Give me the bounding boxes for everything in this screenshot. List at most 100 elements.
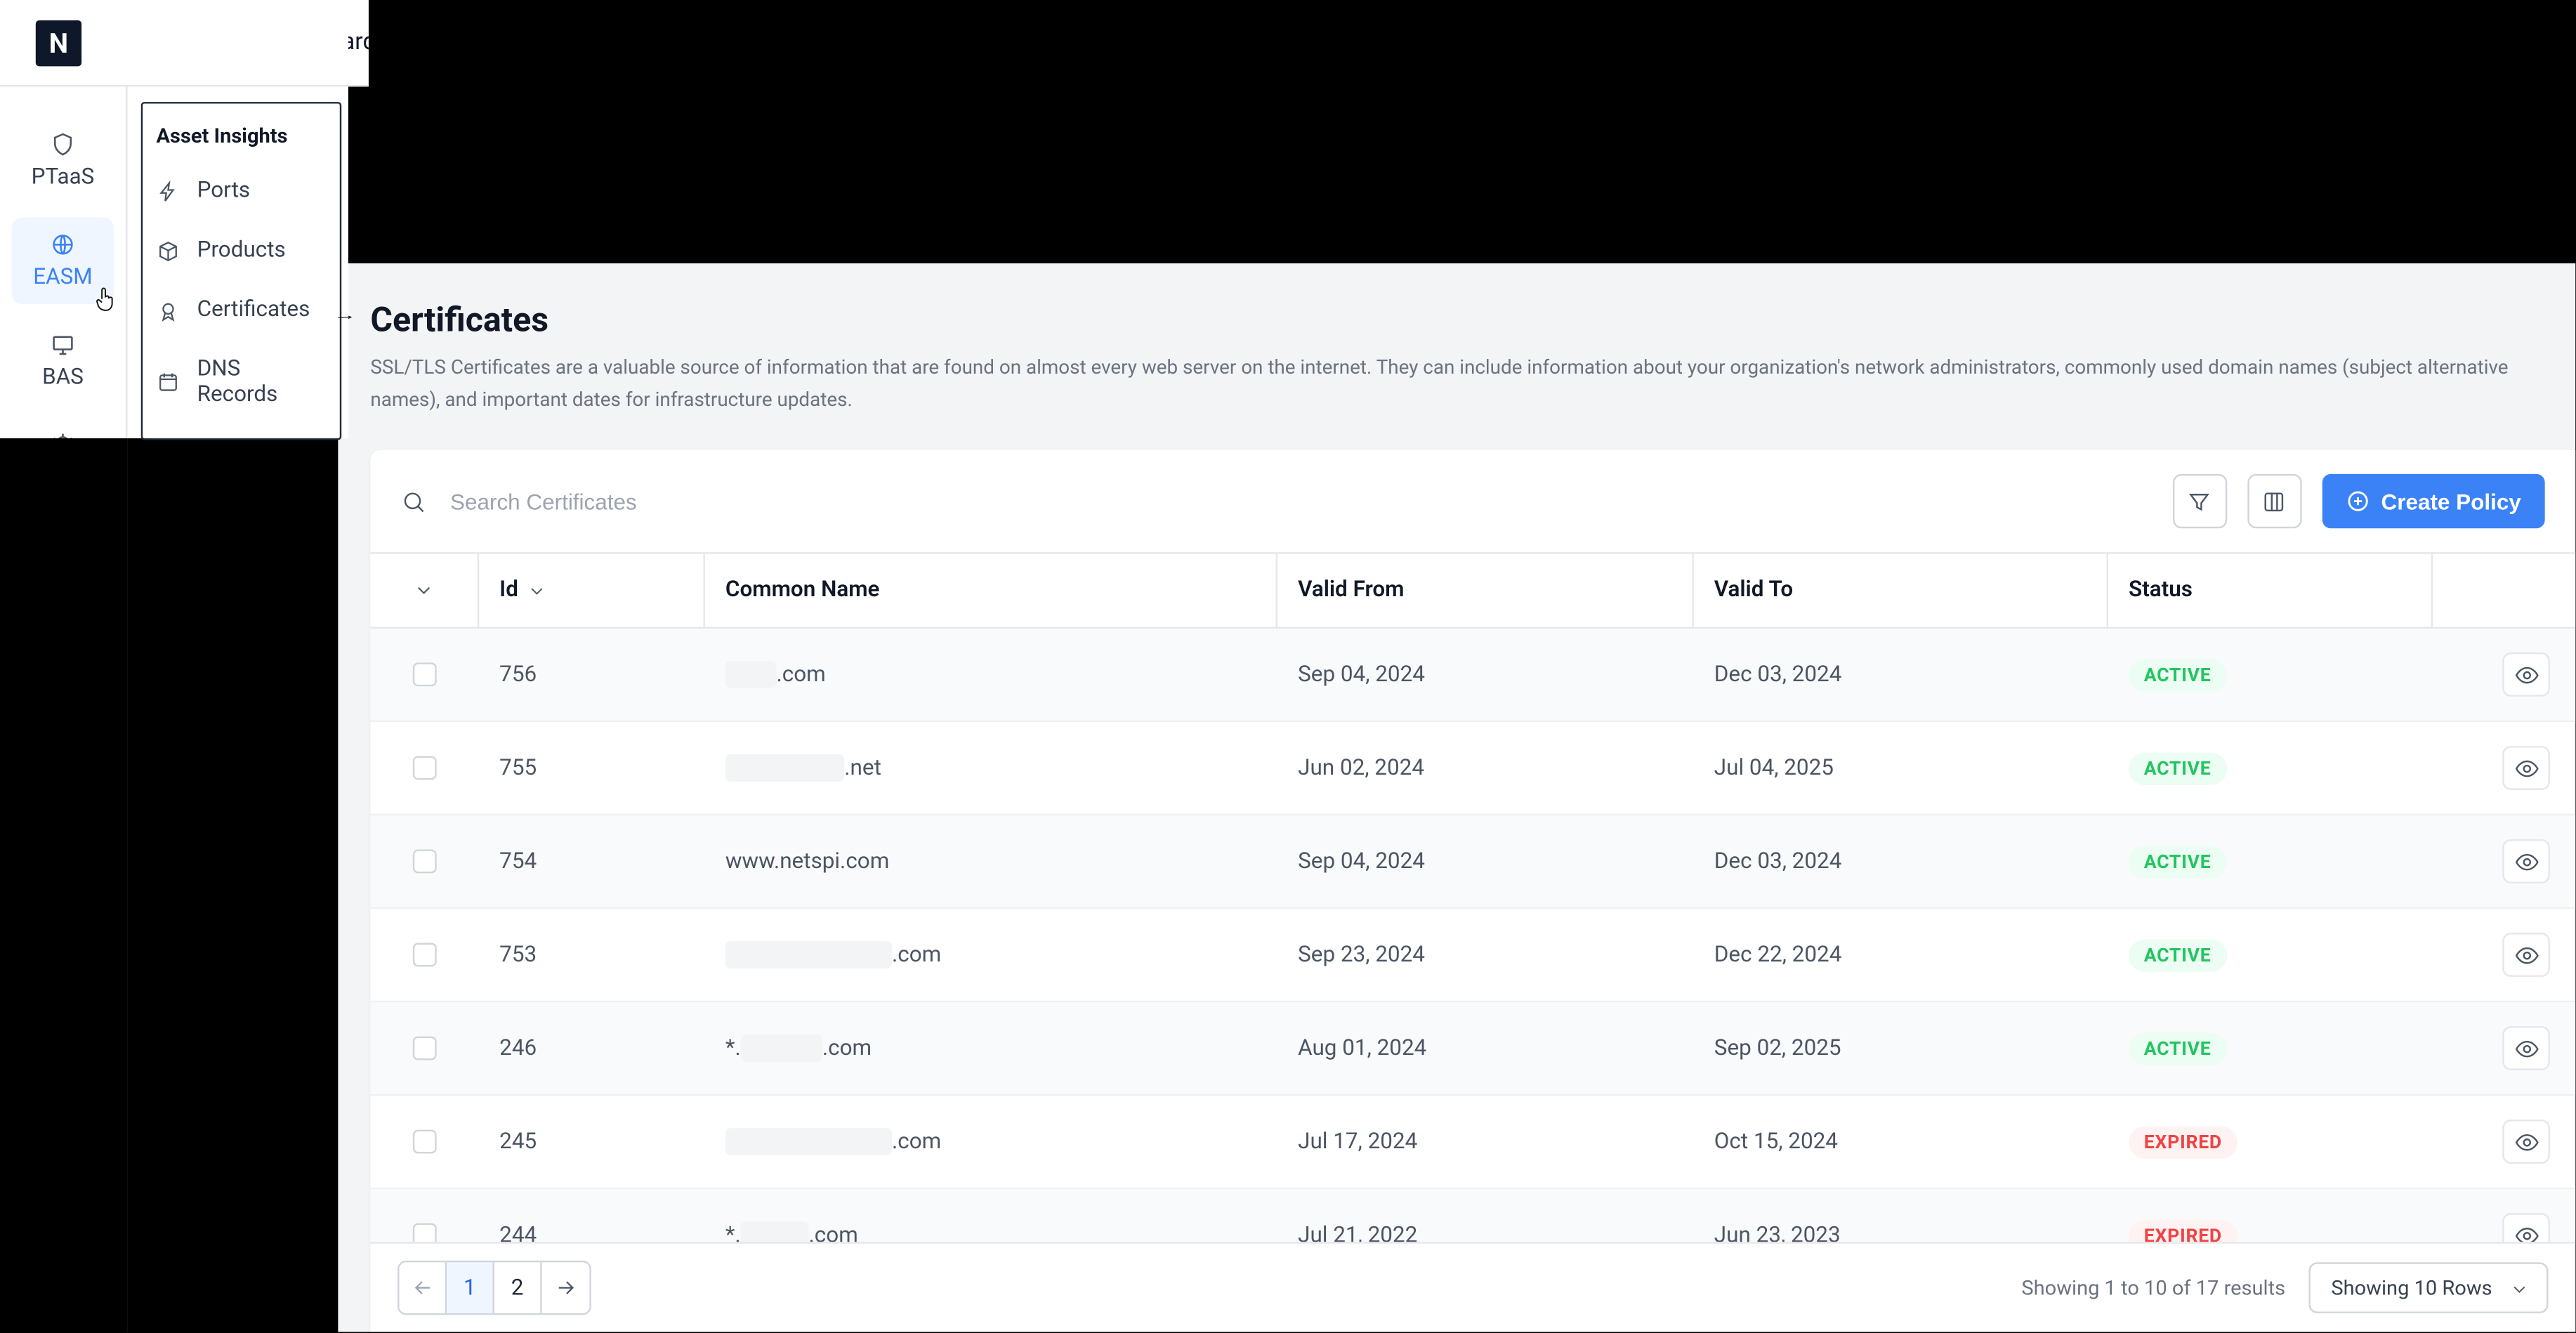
leftnav-black-mask <box>0 438 127 1332</box>
row-checkbox-cell <box>370 1002 479 1094</box>
create-policy-button[interactable]: Create Policy <box>2322 474 2545 528</box>
submenu-dns[interactable]: DNS Records <box>143 340 340 425</box>
redacted-text <box>725 1128 892 1155</box>
callout-arrow <box>324 316 365 320</box>
th-valid-from[interactable]: Valid From <box>1277 554 1694 627</box>
cell-common-name: *..com <box>705 1189 1277 1242</box>
row-checkbox[interactable] <box>413 943 437 967</box>
table-row[interactable]: 244*..comJul 21, 2022Jun 23, 2023EXPIRED <box>370 1189 2575 1242</box>
cell-valid-to: Sep 02, 2025 <box>1694 1002 2108 1094</box>
submenu-ports[interactable]: Ports <box>143 162 340 221</box>
th-expand[interactable] <box>370 554 479 627</box>
app-logo[interactable]: N <box>36 20 81 65</box>
cell-action <box>2433 1002 2575 1094</box>
leftnav-ptaas[interactable]: PTaaS <box>12 117 114 204</box>
row-checkbox-cell <box>370 1189 479 1242</box>
filter-button[interactable] <box>2172 474 2226 528</box>
leftnav-ptaas-label: PTaaS <box>32 165 95 190</box>
view-button[interactable] <box>2502 1213 2550 1242</box>
search-icon <box>401 488 426 513</box>
submenu-products[interactable]: Products <box>143 221 340 280</box>
row-checkbox[interactable] <box>413 850 437 874</box>
table-row[interactable]: 756.comSep 04, 2024Dec 03, 2024ACTIVE <box>370 629 2575 722</box>
row-checkbox-cell <box>370 1096 479 1188</box>
redacted-text <box>725 754 844 782</box>
pager-next[interactable] <box>542 1262 590 1313</box>
page-description: SSL/TLS Certificates are a valuable sour… <box>370 352 2544 416</box>
chevron-down-icon <box>2509 1280 2530 1300</box>
row-checkbox[interactable] <box>413 1223 437 1242</box>
row-checkbox[interactable] <box>413 1130 437 1154</box>
view-button[interactable] <box>2502 746 2550 790</box>
th-actions <box>2433 554 2575 627</box>
submenu-certificates[interactable]: Certificates <box>143 280 340 340</box>
th-status-label: Status <box>2129 577 2193 603</box>
redacted-text <box>725 941 892 968</box>
cell-action <box>2433 629 2575 721</box>
cell-id: 756 <box>479 629 705 721</box>
cell-valid-from: Aug 01, 2024 <box>1277 1002 1694 1094</box>
eye-icon <box>2513 848 2539 874</box>
cell-action <box>2433 909 2575 1001</box>
status-badge: EXPIRED <box>2129 1219 2237 1242</box>
table-row[interactable]: 755.netJun 02, 2024Jul 04, 2025ACTIVE <box>370 722 2575 815</box>
th-status[interactable]: Status <box>2108 554 2433 627</box>
shield-icon <box>49 131 77 158</box>
monitor-icon <box>49 331 77 359</box>
pager-page-2[interactable]: 2 <box>494 1262 542 1313</box>
status-badge: ACTIVE <box>2129 845 2226 877</box>
cell-id: 244 <box>479 1189 705 1242</box>
cell-valid-to: Oct 15, 2024 <box>1694 1096 2108 1188</box>
th-id[interactable]: Id <box>479 554 705 627</box>
th-common-name[interactable]: Common Name <box>705 554 1277 627</box>
cell-status: ACTIVE <box>2108 1002 2433 1094</box>
cell-status: EXPIRED <box>2108 1096 2433 1188</box>
eye-icon <box>2513 942 2539 967</box>
cell-valid-from: Jun 02, 2024 <box>1277 722 1694 814</box>
cell-action <box>2433 1189 2575 1242</box>
row-checkbox-cell <box>370 722 479 814</box>
leftnav-bas[interactable]: BAS <box>12 317 114 404</box>
search-input[interactable] <box>450 488 2152 513</box>
columns-button[interactable] <box>2247 474 2301 528</box>
pager-prev[interactable] <box>399 1262 447 1313</box>
th-cn-label: Common Name <box>725 577 880 603</box>
view-button[interactable] <box>2502 1026 2550 1070</box>
view-button[interactable] <box>2502 652 2550 697</box>
eye-icon <box>2513 1222 2539 1242</box>
table-row[interactable]: 753.comSep 23, 2024Dec 22, 2024ACTIVE <box>370 909 2575 1002</box>
status-badge: ACTIVE <box>2129 751 2226 784</box>
row-checkbox[interactable] <box>413 1037 437 1061</box>
chevron-down-icon <box>527 580 547 600</box>
plus-circle-icon <box>2346 490 2370 513</box>
cell-status: ACTIVE <box>2108 722 2433 814</box>
table-body: 756.comSep 04, 2024Dec 03, 2024ACTIVE755… <box>370 629 2575 1242</box>
cell-id: 246 <box>479 1002 705 1094</box>
row-checkbox[interactable] <box>413 756 437 780</box>
table-row[interactable]: 246*..comAug 01, 2024Sep 02, 2025ACTIVE <box>370 1002 2575 1096</box>
pager-page-1[interactable]: 1 <box>447 1262 494 1313</box>
cell-valid-to: Jul 04, 2025 <box>1694 722 2108 814</box>
eye-icon <box>2513 1035 2539 1061</box>
cell-valid-to: Dec 03, 2024 <box>1694 629 2108 721</box>
row-checkbox[interactable] <box>413 662 437 686</box>
table-row[interactable]: 245.comJul 17, 2024Oct 15, 2024EXPIRED <box>370 1096 2575 1189</box>
cell-status: ACTIVE <box>2108 909 2433 1001</box>
th-valid-to[interactable]: Valid To <box>1694 554 2108 627</box>
cell-valid-from: Sep 04, 2024 <box>1277 629 1694 721</box>
cell-id: 754 <box>479 815 705 907</box>
view-button[interactable] <box>2502 933 2550 977</box>
rows-select-label: Showing 10 Rows <box>2331 1276 2492 1300</box>
rows-per-page-select[interactable]: Showing 10 Rows <box>2309 1262 2549 1313</box>
filter-icon <box>2187 488 2212 513</box>
status-badge: ACTIVE <box>2129 938 2226 971</box>
cell-id: 755 <box>479 722 705 814</box>
view-button[interactable] <box>2502 1119 2550 1164</box>
badge-icon <box>157 298 180 322</box>
topbar: N <box>0 0 348 86</box>
cell-status: EXPIRED <box>2108 1189 2433 1242</box>
redacted-text <box>741 1035 822 1062</box>
submenu-certificates-label: Certificates <box>197 297 310 322</box>
table-row[interactable]: 754www.netspi.comSep 04, 2024Dec 03, 202… <box>370 815 2575 909</box>
view-button[interactable] <box>2502 839 2550 884</box>
